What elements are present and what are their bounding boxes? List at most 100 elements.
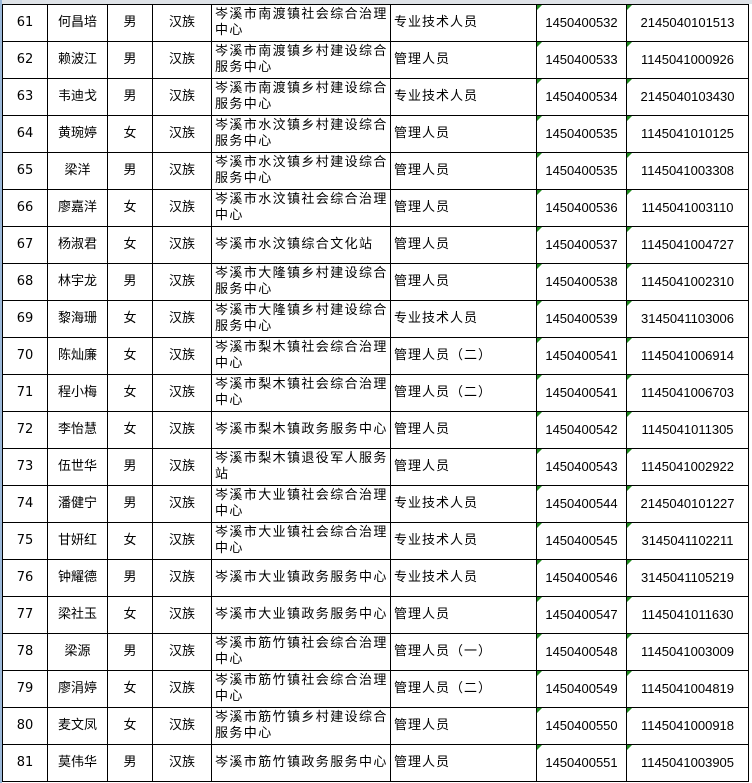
unit-cell[interactable]: 岑溪市筋竹镇社会综合治理中心 [211, 670, 391, 708]
row-number-cell[interactable]: 61 [2, 4, 48, 42]
post-code-cell[interactable]: 1450400544 [536, 485, 627, 523]
unit-cell[interactable]: 岑溪市大业镇社会综合治理中心 [211, 522, 391, 560]
unit-cell[interactable]: 岑溪市梨木镇社会综合治理中心 [211, 374, 391, 412]
ethnicity-cell[interactable]: 汉族 [152, 485, 212, 523]
exam-number-cell[interactable]: 1145041004819 [626, 670, 749, 708]
position-cell[interactable]: 管理人员（二） [390, 670, 537, 708]
exam-number-cell[interactable]: 1145041003905 [626, 744, 749, 782]
ethnicity-cell[interactable]: 汉族 [152, 670, 212, 708]
row-number-cell[interactable]: 80 [2, 707, 48, 745]
post-code-cell[interactable]: 1450400536 [536, 189, 627, 227]
name-cell[interactable]: 梁源 [47, 633, 108, 671]
ethnicity-cell[interactable]: 汉族 [152, 4, 212, 42]
exam-number-cell[interactable]: 1145041002310 [626, 263, 749, 301]
gender-cell[interactable]: 女 [107, 300, 153, 338]
ethnicity-cell[interactable]: 汉族 [152, 41, 212, 79]
row-number-cell[interactable]: 81 [2, 744, 48, 782]
gender-cell[interactable]: 女 [107, 337, 153, 375]
position-cell[interactable]: 管理人员 [390, 152, 537, 190]
ethnicity-cell[interactable]: 汉族 [152, 189, 212, 227]
gender-cell[interactable]: 女 [107, 115, 153, 153]
row-number-cell[interactable]: 67 [2, 226, 48, 264]
unit-cell[interactable]: 岑溪市南渡镇乡村建设综合服务中心 [211, 41, 391, 79]
name-cell[interactable]: 程小梅 [47, 374, 108, 412]
exam-number-cell[interactable]: 2145040103430 [626, 78, 749, 116]
name-cell[interactable]: 廖涓婷 [47, 670, 108, 708]
post-code-cell[interactable]: 1450400537 [536, 226, 627, 264]
unit-cell[interactable]: 岑溪市水汶镇社会综合治理中心 [211, 189, 391, 227]
exam-number-cell[interactable]: 1145041006914 [626, 337, 749, 375]
post-code-cell[interactable]: 1450400550 [536, 707, 627, 745]
ethnicity-cell[interactable]: 汉族 [152, 115, 212, 153]
unit-cell[interactable]: 岑溪市水汶镇乡村建设综合服务中心 [211, 152, 391, 190]
post-code-cell[interactable]: 1450400541 [536, 374, 627, 412]
row-number-cell[interactable]: 68 [2, 263, 48, 301]
post-code-cell[interactable]: 1450400547 [536, 596, 627, 634]
name-cell[interactable]: 林宇龙 [47, 263, 108, 301]
ethnicity-cell[interactable]: 汉族 [152, 522, 212, 560]
unit-cell[interactable]: 岑溪市大隆镇乡村建设综合服务中心 [211, 300, 391, 338]
gender-cell[interactable]: 男 [107, 263, 153, 301]
position-cell[interactable]: 管理人员（二） [390, 337, 537, 375]
post-code-cell[interactable]: 1450400533 [536, 41, 627, 79]
row-number-cell[interactable]: 75 [2, 522, 48, 560]
position-cell[interactable]: 管理人员 [390, 411, 537, 449]
gender-cell[interactable]: 女 [107, 522, 153, 560]
unit-cell[interactable]: 岑溪市梨木镇政务服务中心 [211, 411, 391, 449]
exam-number-cell[interactable]: 1145041003308 [626, 152, 749, 190]
exam-number-cell[interactable]: 1145041004727 [626, 226, 749, 264]
ethnicity-cell[interactable]: 汉族 [152, 596, 212, 634]
unit-cell[interactable]: 岑溪市南渡镇社会综合治理中心 [211, 4, 391, 42]
row-number-cell[interactable]: 64 [2, 115, 48, 153]
exam-number-cell[interactable]: 1145041011630 [626, 596, 749, 634]
ethnicity-cell[interactable]: 汉族 [152, 337, 212, 375]
unit-cell[interactable]: 岑溪市梨木镇社会综合治理中心 [211, 337, 391, 375]
exam-number-cell[interactable]: 3145041102211 [626, 522, 749, 560]
exam-number-cell[interactable]: 1145041000926 [626, 41, 749, 79]
exam-number-cell[interactable]: 1145041000918 [626, 707, 749, 745]
name-cell[interactable]: 麦文凤 [47, 707, 108, 745]
post-code-cell[interactable]: 1450400535 [536, 152, 627, 190]
gender-cell[interactable]: 男 [107, 41, 153, 79]
gender-cell[interactable]: 女 [107, 189, 153, 227]
unit-cell[interactable]: 岑溪市水汶镇乡村建设综合服务中心 [211, 115, 391, 153]
unit-cell[interactable]: 岑溪市大业镇政务服务中心 [211, 596, 391, 634]
gender-cell[interactable]: 男 [107, 633, 153, 671]
post-code-cell[interactable]: 1450400538 [536, 263, 627, 301]
ethnicity-cell[interactable]: 汉族 [152, 152, 212, 190]
row-number-cell[interactable]: 74 [2, 485, 48, 523]
exam-number-cell[interactable]: 1145041002922 [626, 448, 749, 486]
position-cell[interactable]: 管理人员 [390, 115, 537, 153]
gender-cell[interactable]: 女 [107, 707, 153, 745]
unit-cell[interactable]: 岑溪市筋竹镇社会综合治理中心 [211, 633, 391, 671]
gender-cell[interactable]: 女 [107, 596, 153, 634]
exam-number-cell[interactable]: 3145041103006 [626, 300, 749, 338]
position-cell[interactable]: 管理人员 [390, 448, 537, 486]
gender-cell[interactable]: 女 [107, 670, 153, 708]
ethnicity-cell[interactable]: 汉族 [152, 226, 212, 264]
unit-cell[interactable]: 岑溪市大业镇社会综合治理中心 [211, 485, 391, 523]
position-cell[interactable]: 管理人员 [390, 744, 537, 782]
name-cell[interactable]: 韦迪戈 [47, 78, 108, 116]
row-number-cell[interactable]: 62 [2, 41, 48, 79]
gender-cell[interactable]: 女 [107, 374, 153, 412]
exam-number-cell[interactable]: 3145041105219 [626, 559, 749, 597]
row-number-cell[interactable]: 66 [2, 189, 48, 227]
exam-number-cell[interactable]: 1145041010125 [626, 115, 749, 153]
exam-number-cell[interactable]: 2145040101227 [626, 485, 749, 523]
ethnicity-cell[interactable]: 汉族 [152, 448, 212, 486]
position-cell[interactable]: 专业技术人员 [390, 300, 537, 338]
post-code-cell[interactable]: 1450400541 [536, 337, 627, 375]
gender-cell[interactable]: 男 [107, 448, 153, 486]
name-cell[interactable]: 梁洋 [47, 152, 108, 190]
name-cell[interactable]: 莫伟华 [47, 744, 108, 782]
ethnicity-cell[interactable]: 汉族 [152, 374, 212, 412]
position-cell[interactable]: 管理人员（一） [390, 633, 537, 671]
unit-cell[interactable]: 岑溪市筋竹镇政务服务中心 [211, 744, 391, 782]
position-cell[interactable]: 管理人员 [390, 41, 537, 79]
ethnicity-cell[interactable]: 汉族 [152, 744, 212, 782]
gender-cell[interactable]: 男 [107, 485, 153, 523]
position-cell[interactable]: 专业技术人员 [390, 485, 537, 523]
name-cell[interactable]: 潘健宁 [47, 485, 108, 523]
row-number-cell[interactable]: 72 [2, 411, 48, 449]
